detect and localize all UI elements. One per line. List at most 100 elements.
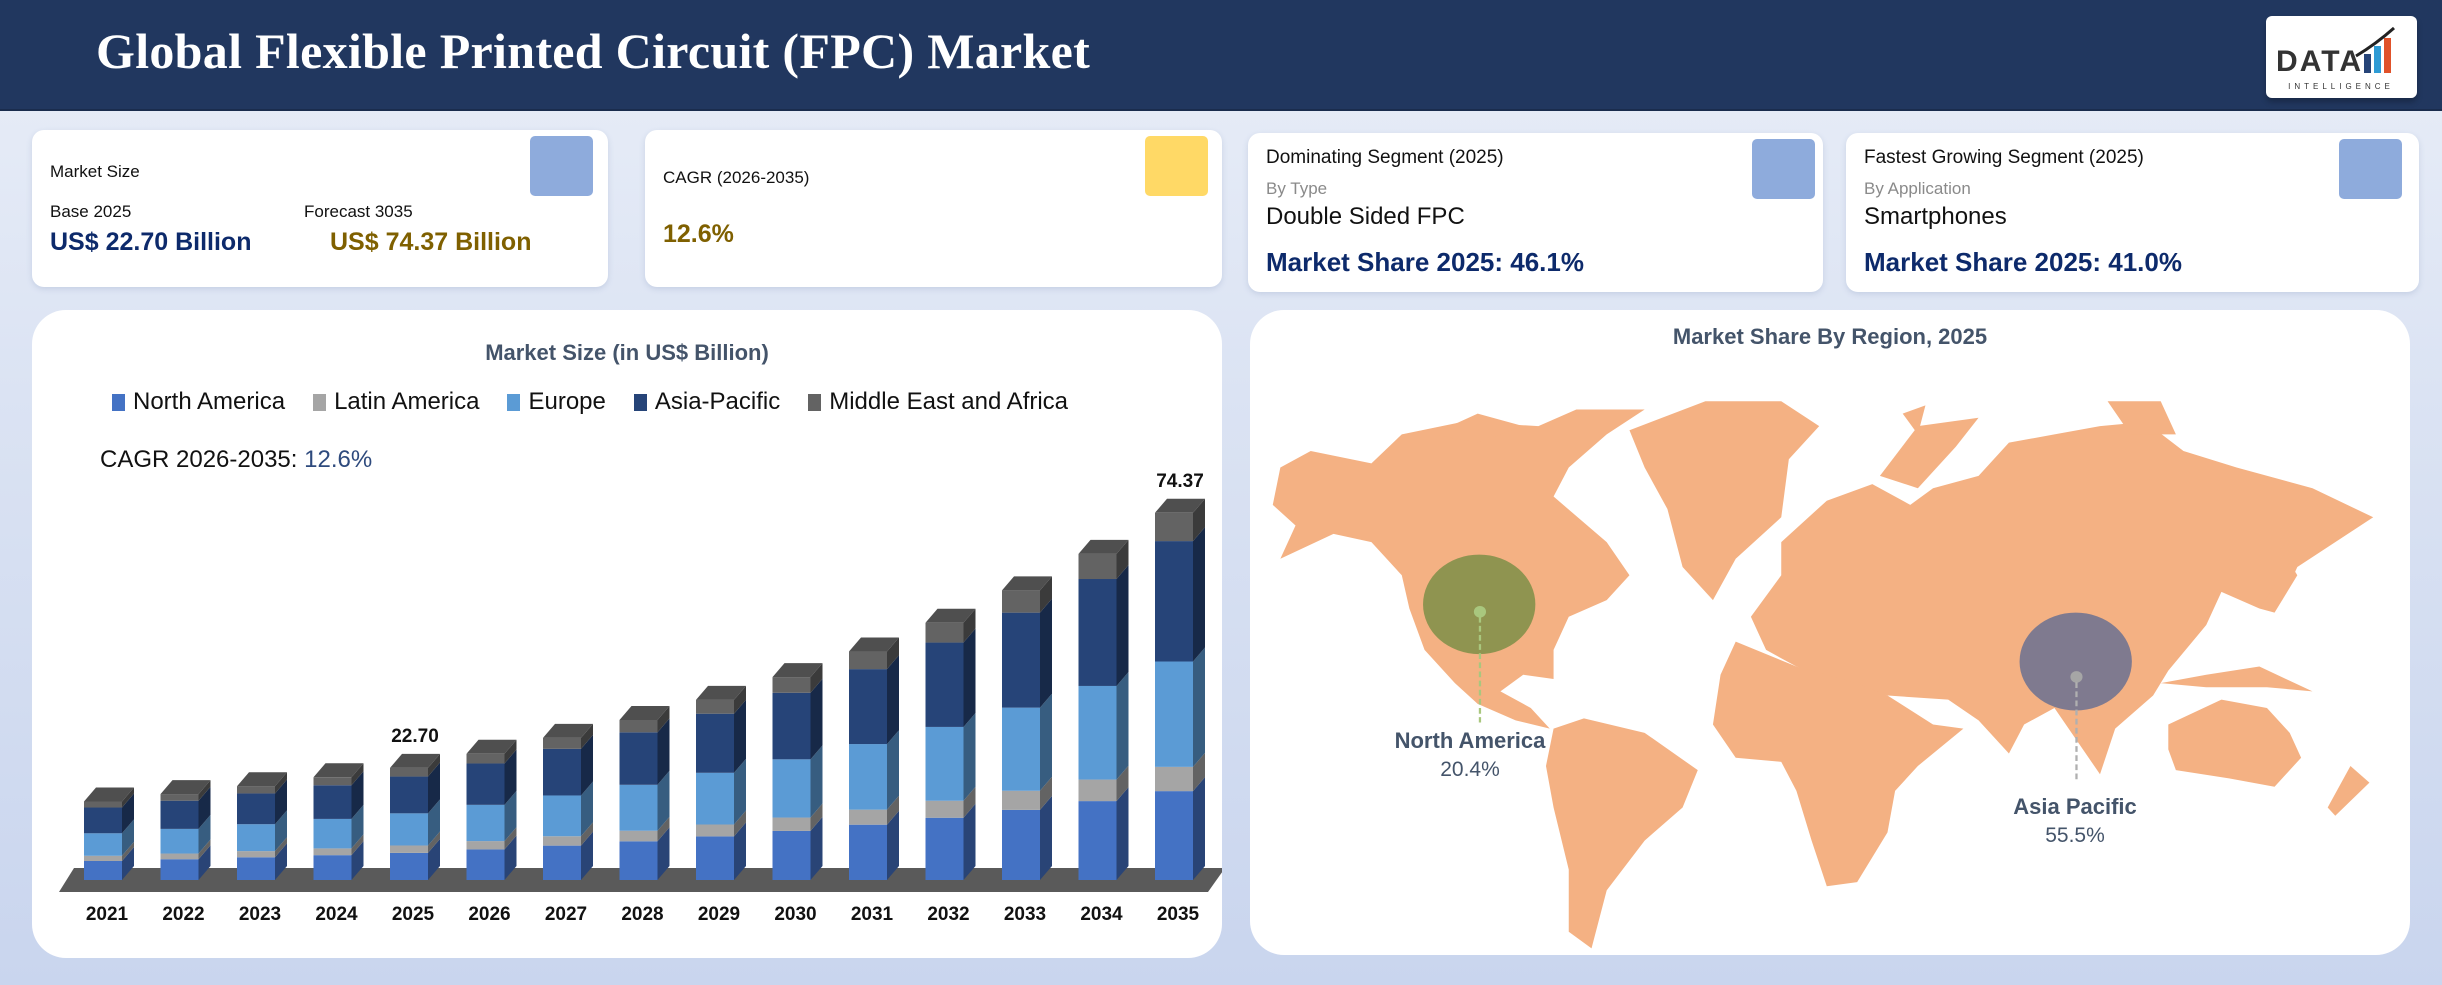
market-size-chart-panel: Market Size (in US$ Billion) North Ameri… bbox=[32, 310, 1222, 958]
chart-legend: North America Latin America Europe Asia-… bbox=[112, 388, 1068, 416]
bar-segment-asia-pacific bbox=[543, 748, 581, 796]
bar-segment-side bbox=[963, 803, 976, 880]
fastest-growing-segment-card: Fastest Growing Segment (2025) By Applic… bbox=[1846, 133, 2419, 292]
map-label-asia-pacific: Asia Pacific 55.5% bbox=[2013, 794, 2137, 847]
bar-segment-side bbox=[963, 786, 976, 818]
legend-swatch bbox=[507, 393, 521, 411]
bar-segment-side bbox=[657, 816, 670, 842]
bar-segment-north-america bbox=[1002, 809, 1040, 880]
bar-segment-north-america bbox=[237, 857, 275, 880]
segment-category: By Type bbox=[1266, 179, 1328, 198]
x-tick-label: 2024 bbox=[315, 904, 358, 925]
x-tick-label: 2029 bbox=[698, 904, 740, 925]
bar-top-cap bbox=[84, 787, 134, 802]
bar-segment-middle-east-and-africa bbox=[849, 651, 887, 670]
card-icon bbox=[1752, 139, 1815, 199]
bar-segment-side bbox=[428, 753, 440, 777]
x-tick-label: 2027 bbox=[545, 904, 587, 925]
bar-segment-middle-east-and-africa bbox=[313, 777, 352, 786]
bar-segment-side bbox=[1040, 795, 1052, 880]
logo-text: DATA bbox=[2276, 45, 2361, 78]
bar-segment-side bbox=[1193, 752, 1205, 792]
north-america-marker-dot bbox=[1473, 605, 1487, 618]
legend-item: Europe bbox=[507, 388, 606, 416]
south-america-landmass bbox=[1545, 718, 1698, 949]
bar-segment-side bbox=[351, 771, 364, 819]
bar-segment-side bbox=[657, 770, 670, 831]
bar-top-cap bbox=[696, 685, 746, 700]
bar-segment-europe bbox=[390, 813, 428, 846]
bar-segment-side bbox=[1040, 776, 1052, 810]
legend-swatch bbox=[808, 393, 822, 411]
card-title: Market Size bbox=[50, 162, 140, 181]
bar-segment-latin-america bbox=[696, 824, 734, 837]
legend-item: Asia-Pacific bbox=[633, 388, 780, 416]
bar-segment-europe bbox=[466, 804, 505, 842]
greenland-landmass bbox=[1629, 401, 1820, 601]
data-intelligence-logo: DATA INTELLIGENCE bbox=[2266, 16, 2417, 98]
legend-item: Middle East and Africa bbox=[808, 388, 1068, 416]
bar-segment-north-america bbox=[925, 817, 964, 880]
scandinavia-landmass bbox=[1879, 417, 1979, 489]
bar-segment-side bbox=[887, 655, 899, 745]
bar-segment-side bbox=[504, 835, 517, 880]
bar-segment-europe bbox=[237, 824, 275, 852]
world-map bbox=[1272, 401, 2374, 949]
bar-segment-side bbox=[963, 628, 976, 727]
bar-segment-asia-pacific bbox=[160, 800, 199, 829]
bar-top-cap bbox=[925, 608, 976, 623]
x-tick-label: 2025 bbox=[392, 904, 435, 925]
forecast-value: US$ 74.37 Billion bbox=[330, 228, 532, 256]
bar-segment-asia-pacific bbox=[849, 669, 887, 745]
bar-segment-side bbox=[734, 685, 746, 714]
bar-segment-latin-america bbox=[313, 848, 352, 856]
bar-segment-side bbox=[275, 779, 287, 825]
x-tick-label: 2021 bbox=[86, 904, 129, 925]
bar-segment-europe bbox=[543, 795, 581, 837]
bar-segment-europe bbox=[619, 784, 658, 831]
chart-title: Market Size (in US$ Billion) bbox=[485, 340, 769, 365]
bar-segment-side bbox=[810, 663, 823, 693]
bar-segment-side bbox=[122, 819, 134, 856]
bar-segment-latin-america bbox=[1002, 790, 1040, 810]
cagr-card: CAGR (2026-2035) 12.6% bbox=[645, 130, 1222, 287]
card-icon bbox=[2339, 139, 2402, 199]
bar-segment-latin-america bbox=[84, 855, 122, 861]
bar-segment-side bbox=[504, 739, 517, 764]
bar-top-cap bbox=[1155, 498, 1205, 513]
eurasia-landmass bbox=[1750, 421, 2374, 775]
bar-segment-europe bbox=[84, 833, 122, 856]
forecast-label: Forecast 3035 bbox=[304, 202, 413, 221]
bar-segment-side bbox=[581, 822, 593, 846]
australia-landmass bbox=[2168, 699, 2302, 787]
market-size-card: Market Size Base 2025 US$ 22.70 Billion … bbox=[32, 130, 608, 287]
legend-swatch bbox=[112, 393, 125, 411]
bar-segment-asia-pacific bbox=[1078, 579, 1117, 686]
bar-segment-middle-east-and-africa bbox=[237, 786, 275, 794]
bar-segment-side bbox=[963, 712, 976, 801]
bar-segment-side bbox=[122, 841, 134, 861]
card-icon bbox=[1145, 136, 1208, 196]
bar-segment-side bbox=[887, 730, 899, 810]
x-tick-label: 2026 bbox=[468, 904, 510, 925]
bar-segment-side bbox=[122, 793, 134, 834]
header-bar: Global Flexible Printed Circuit (FPC) Ma… bbox=[0, 0, 2442, 111]
bar-segment-side bbox=[810, 816, 823, 880]
segment-name: Smartphones bbox=[1864, 203, 2007, 230]
bar-segment-latin-america bbox=[466, 841, 505, 850]
base-label: Base 2025 bbox=[50, 202, 132, 221]
bar-segment-side bbox=[504, 790, 517, 842]
bar-segment-side bbox=[351, 841, 364, 880]
asia-pacific-marker-dot bbox=[2070, 671, 2083, 683]
bar-segment-middle-east-and-africa bbox=[390, 767, 428, 777]
bar-segment-latin-america bbox=[925, 800, 964, 818]
bar-top-cap bbox=[619, 705, 670, 720]
card-title: CAGR (2026-2035) bbox=[663, 168, 810, 187]
legend-item: Latin America bbox=[313, 388, 479, 416]
bar-segment-latin-america bbox=[619, 830, 658, 842]
bar-top-cap bbox=[160, 780, 211, 795]
bar-segment-side bbox=[1040, 693, 1052, 791]
bar-segment-europe bbox=[849, 744, 887, 810]
bar-segment-side bbox=[504, 749, 517, 805]
bar-segment-north-america bbox=[772, 830, 811, 880]
